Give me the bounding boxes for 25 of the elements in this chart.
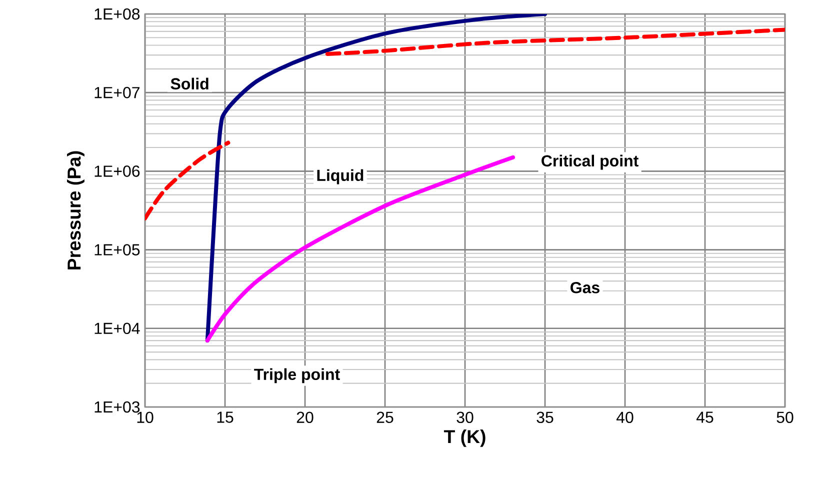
- annotation: Gas: [570, 282, 600, 294]
- y-tick-label: 1E+08: [94, 8, 140, 20]
- annotation: Liquid: [317, 169, 364, 184]
- x-tick-label: 20: [296, 412, 314, 424]
- y-tick-label: 1E+03: [94, 401, 140, 413]
- y-tick-label: 1E+07: [94, 86, 140, 98]
- annotation: Triple point: [254, 368, 340, 384]
- y-tick-label: 1E+06: [94, 166, 140, 177]
- x-tick-label: 45: [696, 412, 714, 423]
- x-tick-label: 15: [217, 412, 234, 423]
- y-axis-title: Pressure (Pa): [67, 151, 84, 270]
- y-tick-label: 1E+05: [94, 244, 140, 256]
- x-axis-title: T (K): [444, 430, 486, 447]
- annotation: Solid: [170, 78, 208, 90]
- x-tick-label: 10: [137, 412, 154, 424]
- line-series: [325, 28, 785, 56]
- x-tick-label: 50: [776, 412, 794, 424]
- x-tick-label: 35: [536, 412, 554, 424]
- x-tick-label: 25: [376, 412, 394, 424]
- annotation: Critical point: [542, 154, 638, 170]
- x-tick-label: 30: [456, 412, 474, 424]
- y-tick-label: 1E+04: [94, 322, 140, 334]
- line-series: [145, 140, 230, 221]
- x-tick-label: 40: [616, 412, 634, 424]
- line-series: [205, 155, 516, 343]
